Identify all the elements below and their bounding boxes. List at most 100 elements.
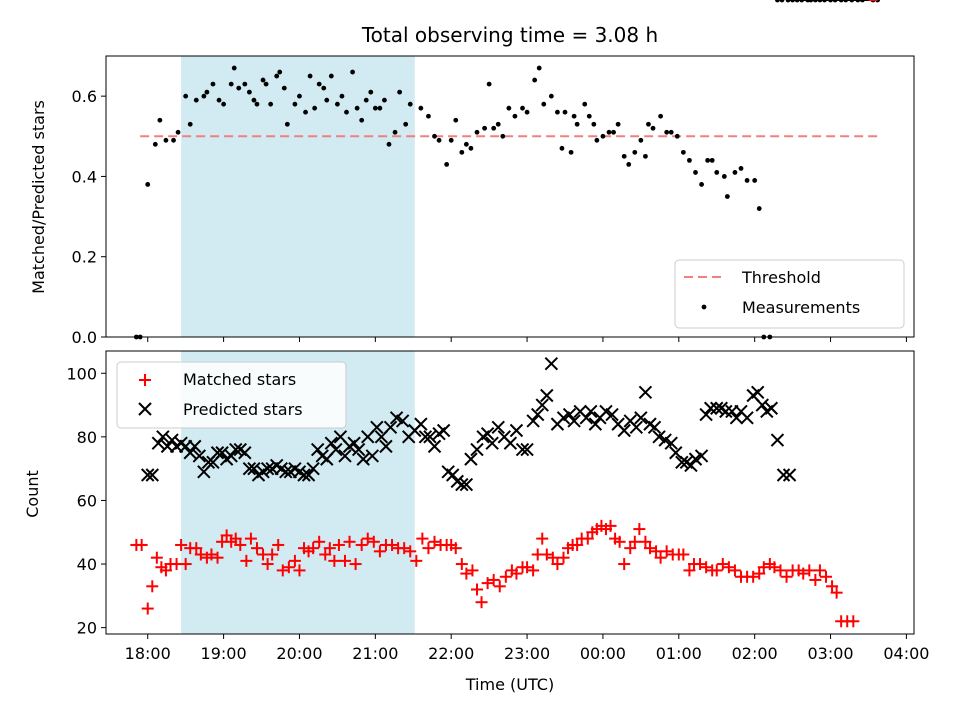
measurement-point [732, 170, 738, 175]
measurement-point [744, 178, 750, 183]
matched-star-marker [367, 535, 380, 548]
measurement-point [752, 178, 758, 183]
measurement-point [582, 101, 588, 107]
predicted-legend-swatch [138, 402, 152, 416]
matched-star-marker [710, 564, 723, 577]
matched-star-marker [398, 542, 411, 555]
predicted-star-marker [755, 398, 769, 412]
measurement-point [403, 121, 409, 127]
matched-star-marker [475, 596, 488, 609]
predicted-star-marker [301, 468, 316, 482]
y-tick-label: 60 [77, 491, 97, 510]
matched-star-marker [540, 548, 553, 561]
predicted-star-marker [638, 385, 653, 400]
measurement-point [175, 129, 181, 135]
measurement-point [650, 125, 656, 131]
x-tick-label: 18:00 [125, 644, 171, 663]
measurement-point [738, 166, 744, 171]
measurement-point [303, 109, 308, 115]
predicted-star-marker [764, 401, 779, 415]
predicted-star-marker [242, 461, 257, 476]
count-panel: 18:00 19:00 20:00 21:00 22:00 23:00 00:00 01:00… [23, 0, 929, 694]
predicted-star-marker [459, 477, 474, 492]
matched-star-marker [288, 554, 301, 567]
measurement-point [532, 77, 538, 83]
measurement-point [626, 161, 632, 167]
predicted-star-marker [260, 461, 275, 476]
matched-star-marker [146, 580, 159, 593]
matched-star-marker [493, 580, 506, 593]
matched-star-marker [343, 535, 356, 548]
measurement-point [359, 117, 365, 123]
measurement-point [482, 125, 487, 131]
matched-star-marker [211, 551, 224, 564]
matched-star-marker [847, 615, 860, 628]
matched-star-marker [276, 564, 289, 577]
matched-star-marker [628, 535, 641, 548]
matched-star-marker [250, 542, 263, 555]
measurement-point [775, 0, 780, 3]
measurement-point [254, 101, 260, 107]
matched-star-marker [728, 564, 741, 577]
measurement-point [693, 170, 698, 175]
predicted-star-marker [210, 446, 225, 460]
predicted-star-marker [215, 446, 229, 460]
matched-star-marker [261, 558, 274, 571]
measurement-point [204, 89, 210, 95]
measurement-point [187, 121, 193, 127]
measurement-point [646, 121, 651, 127]
predicted-legend-label: Predicted stars [183, 400, 303, 419]
predicted-star-marker [370, 420, 384, 435]
predicted-star-marker [306, 461, 320, 476]
predicted-star-marker [188, 439, 202, 454]
matched-star-marker [244, 532, 257, 545]
measurement-point [171, 137, 176, 143]
matched-star-marker [460, 567, 473, 580]
predicted-star-marker [455, 477, 469, 492]
x-tick-label: 23:00 [504, 644, 550, 663]
measurement-point [524, 109, 530, 115]
y-tick-label: 0.2 [72, 248, 97, 267]
measurements-legend-swatch [701, 304, 707, 310]
predicted-star-marker [515, 442, 530, 457]
measurement-point [453, 117, 459, 123]
matched-star-marker [159, 564, 172, 577]
count-y-axis-label: Count [23, 470, 42, 518]
matched-star-marker [141, 602, 154, 615]
measurement-point [632, 149, 638, 155]
predicted-star-marker [669, 446, 683, 460]
x-tick-label: 04:00 [883, 644, 929, 663]
measurement-point [459, 149, 465, 155]
measurement-point [586, 113, 592, 119]
measurement-point [354, 105, 360, 111]
predicted-star-marker [151, 436, 166, 450]
measurement-point [231, 65, 237, 71]
matched-star-marker [349, 558, 362, 571]
measurement-point [687, 157, 692, 163]
measurement-point [611, 129, 616, 135]
predicted-star-marker [414, 417, 428, 431]
matched-star-marker [338, 554, 351, 567]
matched-star-marker [753, 567, 766, 580]
y-tick-label: 100 [66, 364, 97, 383]
matched-star-marker [266, 548, 279, 561]
matched-star-marker [716, 558, 729, 571]
predicted-star-marker [141, 468, 155, 482]
predicted-star-marker [379, 439, 393, 454]
measurement-point [328, 73, 334, 79]
predicted-star-marker [740, 411, 754, 425]
measurement-point [591, 121, 597, 127]
measurement-point [183, 93, 189, 99]
matched-star-marker [581, 532, 594, 545]
count-legend: Matched stars Predicted stars [116, 361, 347, 429]
predicted-star-marker [229, 442, 243, 457]
y-tick-label: 0.4 [72, 167, 97, 186]
count-panel-y-ticks: 20 40 60 80 100 [66, 364, 106, 638]
matched-star-marker [361, 532, 374, 545]
matched-star-marker [683, 564, 696, 577]
x-axis-label: Time (UTC) [465, 675, 554, 694]
matched-star-marker [428, 535, 441, 548]
measurement-point [221, 101, 226, 107]
x-tick-label: 22:00 [428, 644, 474, 663]
matched-star-marker [313, 535, 326, 548]
